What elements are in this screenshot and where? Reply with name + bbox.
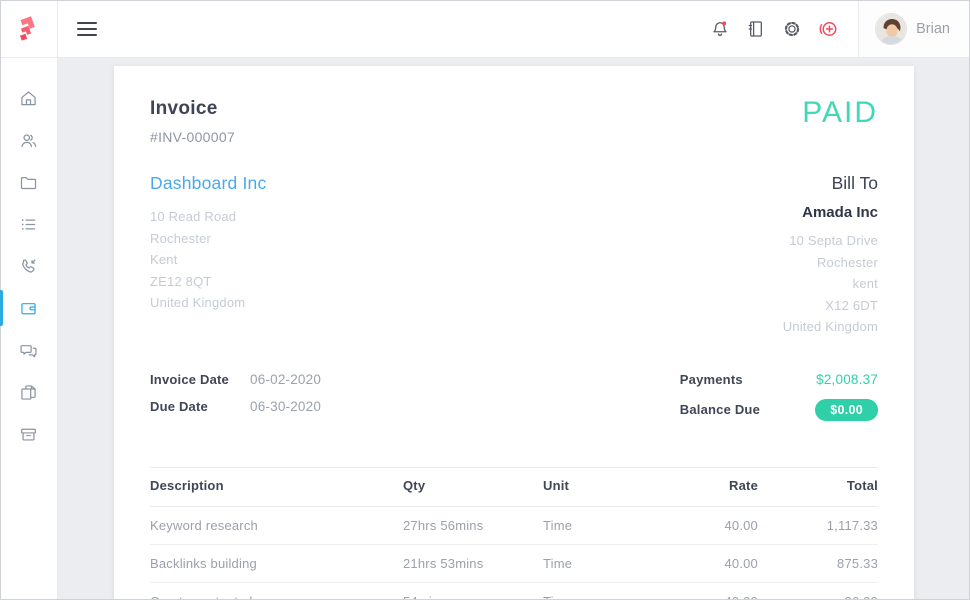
invoice-meta: Invoice Date 06-02-2020 Due Date 06-30-2…: [150, 372, 878, 421]
sidebar-nav: [0, 58, 57, 454]
invoice-date-value: 06-02-2020: [250, 371, 322, 387]
payments-value[interactable]: $2,008.37: [816, 371, 878, 387]
contacts-icon: [21, 133, 37, 147]
col-header-rate: Rate: [648, 466, 758, 507]
invoice-date-label: Invoice Date: [150, 371, 229, 387]
chat-icon: [20, 344, 37, 357]
menu-icon[interactable]: [70, 12, 104, 46]
notifications-button[interactable]: [702, 11, 738, 47]
user-menu[interactable]: Brian: [858, 0, 970, 57]
calls-icon: [22, 258, 36, 273]
bill-to-label: Bill To: [831, 173, 878, 193]
sidebar-item-invoices[interactable]: [0, 288, 57, 328]
bell-icon: [713, 20, 727, 36]
sender-block: Dashboard Inc 10 Read Road Rochester Ken…: [150, 173, 266, 338]
payments-label: Payments: [679, 371, 743, 387]
sidebar-item-home[interactable]: [0, 78, 57, 118]
due-date-value: 06-30-2020: [250, 398, 322, 414]
sidebar: [0, 0, 58, 600]
notebook-button[interactable]: [738, 11, 774, 47]
col-header-qty: Qty: [403, 466, 543, 507]
invoice-parties: Dashboard Inc 10 Read Road Rochester Ken…: [150, 173, 878, 338]
line-items-table: Description Qty Unit Rate Total Keyword …: [150, 466, 878, 600]
table-row: Backlinks building 21hrs 53mins Time 40.…: [150, 544, 878, 583]
archive-icon: [21, 428, 36, 441]
due-date-label: Due Date: [150, 398, 208, 414]
bill-to-block: Bill To Amada Inc 10 Septa Drive Rochest…: [783, 173, 878, 338]
user-name: Brian: [916, 20, 950, 37]
wallet-icon: [21, 302, 36, 314]
col-header-total: Total: [758, 466, 878, 507]
invoice-number: #INV-000007: [150, 129, 236, 145]
invoice-header: Invoice #INV-000007 PAID: [150, 96, 878, 146]
list-icon: [21, 218, 36, 230]
topbar: Brian: [58, 0, 970, 58]
avatar: [875, 12, 908, 45]
status-badge: PAID: [802, 96, 878, 129]
table-row: Keyword research 27hrs 56mins Time 40.00…: [150, 506, 878, 545]
col-header-unit: Unit: [543, 466, 648, 507]
quick-add-button[interactable]: [810, 11, 846, 47]
sender-address: 10 Read Road Rochester Kent ZE12 8QT Uni…: [150, 209, 246, 310]
settings-button[interactable]: [774, 11, 810, 47]
sidebar-item-contacts[interactable]: [0, 120, 57, 160]
table-row: Create content plan 54mins Time 40.00 36…: [150, 582, 878, 600]
bill-to-name: Amada Inc: [802, 204, 878, 221]
topbar-actions: Brian: [702, 0, 970, 57]
content-area: Invoice #INV-000007 PAID Dashboard Inc 1…: [58, 58, 970, 600]
home-icon: [21, 90, 36, 105]
gear-icon: [784, 21, 800, 36]
sidebar-item-archive[interactable]: [0, 414, 57, 454]
balance-due-label: Balance Due: [679, 402, 760, 417]
sidebar-item-calls[interactable]: [0, 246, 57, 286]
dates-block: Invoice Date 06-02-2020 Due Date 06-30-2…: [150, 372, 321, 414]
totals-block: Payments $2,008.37 Balance Due $0.00: [680, 372, 878, 421]
folder-icon: [20, 176, 37, 189]
sidebar-item-folder[interactable]: [0, 162, 57, 202]
app-logo[interactable]: [0, 0, 57, 58]
notebook-icon: [748, 20, 763, 37]
quick-add-icon: [819, 21, 837, 36]
table-header-row: Description Qty Unit Rate Total: [150, 466, 878, 507]
sender-name[interactable]: Dashboard Inc: [150, 173, 267, 193]
documents-icon: [21, 384, 36, 400]
balance-due-badge: $0.00: [815, 398, 878, 421]
col-header-description: Description: [150, 466, 403, 507]
invoice-card: Invoice #INV-000007 PAID Dashboard Inc 1…: [114, 66, 914, 600]
sidebar-item-list[interactable]: [0, 204, 57, 244]
brand-logo-icon: [19, 15, 35, 41]
page-title: Invoice: [150, 98, 218, 119]
main-column: Brian Invoice #INV-000007 PAID Dashboard…: [58, 0, 970, 600]
sidebar-item-documents[interactable]: [0, 372, 57, 412]
sidebar-item-chat[interactable]: [0, 330, 57, 370]
bill-to-address: 10 Septa Drive Rochester kent X12 6DT Un…: [782, 233, 878, 334]
